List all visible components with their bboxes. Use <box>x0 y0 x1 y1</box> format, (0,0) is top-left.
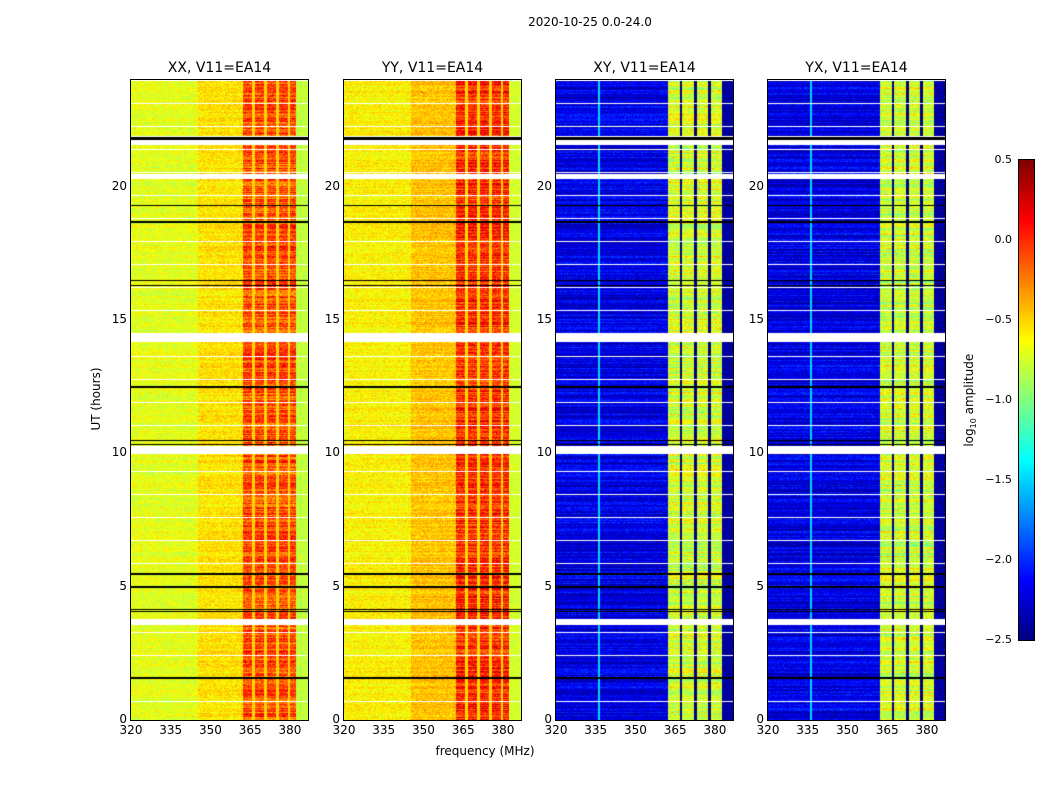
y-tick-label: 15 <box>748 312 764 326</box>
y-tick-label: 0 <box>119 712 127 726</box>
x-tick-label: 320 <box>756 723 780 737</box>
y-tick-label: 20 <box>324 178 340 193</box>
heatmap-3 <box>768 80 945 720</box>
y-tick-label: 0 <box>756 712 764 726</box>
y-tick-label: 15 <box>324 312 340 326</box>
x-tick-label: 350 <box>199 723 222 737</box>
colorbar-tick-label: −0.5 <box>985 313 1012 326</box>
colorbar-tick-label: −2.5 <box>985 633 1012 646</box>
x-tick-label: 365 <box>238 723 262 737</box>
y-tick-label: 5 <box>119 578 127 593</box>
x-tick-label: 380 <box>915 723 939 737</box>
heatmap-0 <box>131 80 308 720</box>
x-tick-label: 320 <box>332 723 356 737</box>
colorbar-tick-label: 0.5 <box>994 153 1013 166</box>
x-tick-label: 350 <box>412 723 435 737</box>
colorbar-tick-label: −1.0 <box>985 393 1012 406</box>
colorbar-label: log10 amplitude <box>961 353 979 447</box>
x-tick-label: 350 <box>836 723 859 737</box>
x-tick-label: 380 <box>491 723 515 737</box>
y-tick-label: 10 <box>324 445 340 460</box>
y-tick-label: 0 <box>332 712 340 726</box>
colorbar-tick-label: −1.5 <box>985 473 1012 486</box>
heatmap-2 <box>556 80 733 720</box>
y-tick-label: 15 <box>536 312 552 326</box>
y-tick-label: 20 <box>111 178 127 193</box>
y-tick-label: 10 <box>111 445 127 460</box>
x-tick-label: 335 <box>796 723 820 737</box>
y-tick-label: 10 <box>748 445 764 460</box>
heatmap-1 <box>344 80 521 720</box>
x-tick-label: 350 <box>624 723 647 737</box>
x-tick-label: 335 <box>159 723 183 737</box>
panel-title: XY, V11=EA14 <box>593 60 696 76</box>
x-tick-label: 320 <box>544 723 568 737</box>
panel-title: XX, V11=EA14 <box>167 60 272 76</box>
x-tick-label: 380 <box>278 723 302 737</box>
figure-title: 2020-10-25 0.0-24.0 <box>528 15 652 29</box>
y-tick-label: 5 <box>544 578 552 593</box>
colorbar-tick-label: 0.0 <box>994 233 1013 246</box>
y-axis-label: UT (hours) <box>89 367 103 431</box>
y-tick-label: 0 <box>544 712 552 726</box>
y-tick-label: 10 <box>536 445 552 460</box>
panel-title: YY, V11=EA14 <box>381 60 484 76</box>
colorbar <box>1019 160 1034 640</box>
x-tick-label: 365 <box>875 723 899 737</box>
x-axis-label: frequency (MHz) <box>435 744 535 758</box>
y-tick-label: 15 <box>111 312 127 326</box>
x-tick-label: 335 <box>584 723 608 737</box>
y-tick-label: 20 <box>536 178 552 193</box>
x-tick-label: 320 <box>119 723 143 737</box>
x-tick-label: 365 <box>451 723 475 737</box>
x-tick-label: 380 <box>703 723 727 737</box>
y-tick-label: 5 <box>332 578 340 593</box>
y-tick-label: 20 <box>748 178 764 193</box>
colorbar-tick-label: −2.0 <box>985 553 1012 566</box>
y-tick-label: 5 <box>756 578 764 593</box>
x-tick-label: 365 <box>663 723 687 737</box>
x-tick-label: 335 <box>372 723 396 737</box>
panel-title: YX, V11=EA14 <box>805 60 908 76</box>
